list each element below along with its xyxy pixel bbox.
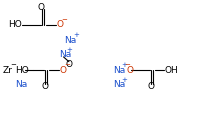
Text: Na: Na bbox=[113, 66, 126, 75]
Text: Na: Na bbox=[113, 80, 126, 89]
Text: O: O bbox=[148, 82, 155, 91]
Text: O: O bbox=[126, 66, 133, 75]
Text: −: − bbox=[125, 62, 130, 68]
Text: Na: Na bbox=[15, 80, 27, 89]
Text: O: O bbox=[59, 66, 66, 75]
Text: HO: HO bbox=[15, 66, 29, 75]
Text: −: − bbox=[10, 62, 16, 68]
Text: −: − bbox=[64, 62, 70, 68]
Text: O: O bbox=[56, 20, 63, 29]
Text: +: + bbox=[67, 47, 73, 53]
Text: HO: HO bbox=[8, 20, 22, 29]
Text: OH: OH bbox=[164, 66, 178, 75]
Text: O: O bbox=[65, 60, 72, 69]
Text: O: O bbox=[38, 3, 45, 12]
Text: Na: Na bbox=[65, 36, 77, 45]
Text: −: − bbox=[61, 17, 67, 23]
Text: Zr: Zr bbox=[3, 66, 13, 75]
Text: O: O bbox=[41, 82, 48, 91]
Text: +: + bbox=[121, 77, 127, 83]
Text: +: + bbox=[73, 32, 79, 38]
Text: Na: Na bbox=[59, 50, 72, 59]
Text: +: + bbox=[121, 62, 127, 68]
